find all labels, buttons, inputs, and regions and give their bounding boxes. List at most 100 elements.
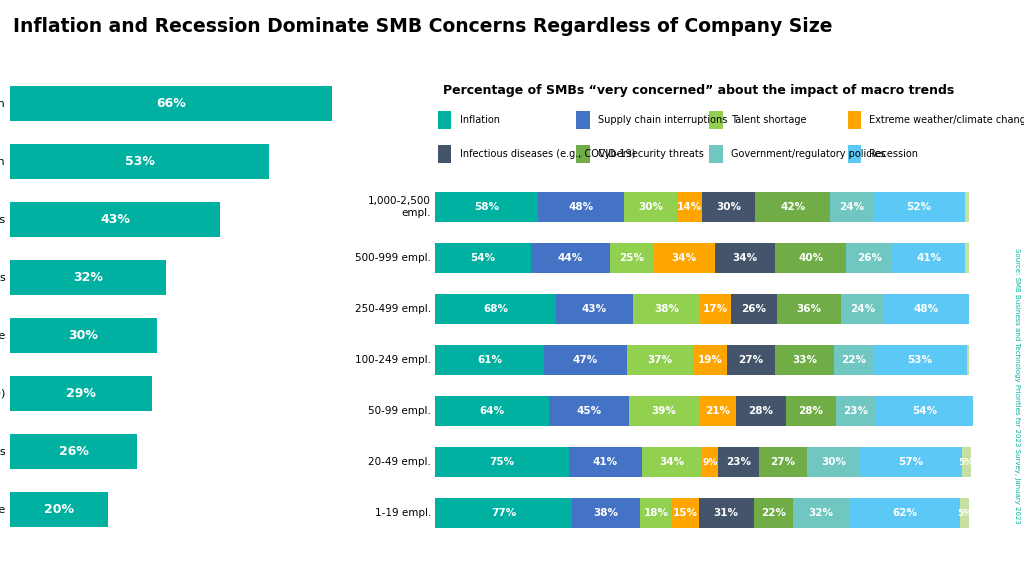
Bar (10, 319, 157, 353)
Text: 24%: 24% (839, 202, 864, 212)
Bar (629, 396, 698, 426)
Text: 64%: 64% (479, 406, 505, 416)
Text: 34%: 34% (659, 457, 684, 467)
Text: 42%: 42% (780, 202, 806, 212)
Bar (872, 192, 966, 222)
Text: 43%: 43% (100, 213, 130, 226)
Bar (10, 260, 166, 295)
Text: Infectious diseases (e.g., COVID-19): Infectious diseases (e.g., COVID-19) (460, 149, 635, 159)
Bar (438, 145, 452, 163)
Text: 30%: 30% (716, 202, 741, 212)
Text: Extreme weather/climate change: Extreme weather/climate change (0, 505, 5, 514)
Text: 22%: 22% (841, 355, 866, 365)
Text: 48%: 48% (913, 304, 939, 314)
Text: 48%: 48% (568, 202, 594, 212)
Text: What are the top three macro trends that you are most concerned may negatively i: What are the top three macro trends that… (9, 554, 710, 564)
Text: 18%: 18% (643, 508, 669, 518)
Text: 47%: 47% (572, 355, 598, 365)
Text: Inflation: Inflation (0, 99, 5, 109)
Bar (961, 498, 969, 528)
Bar (10, 202, 220, 237)
Bar (846, 243, 893, 273)
Bar (435, 192, 539, 222)
Bar (633, 294, 700, 324)
Text: Government/regulatory policies: Government/regulatory policies (0, 446, 5, 457)
Text: 27%: 27% (770, 457, 796, 467)
Bar (848, 145, 861, 163)
Bar (884, 294, 969, 324)
Text: Talent shortage: Talent shortage (0, 331, 5, 340)
Text: 14%: 14% (677, 202, 702, 212)
Text: 30%: 30% (821, 457, 846, 467)
Bar (609, 243, 654, 273)
Text: 40%: 40% (798, 253, 823, 263)
Text: 25%: 25% (620, 253, 644, 263)
Text: 5%: 5% (958, 457, 974, 467)
Bar (893, 243, 966, 273)
Bar (872, 345, 968, 375)
Bar (715, 243, 775, 273)
Bar (710, 145, 723, 163)
Bar (640, 498, 672, 528)
Text: 43%: 43% (582, 304, 607, 314)
Bar (966, 192, 969, 222)
Bar (531, 243, 609, 273)
Bar (10, 145, 269, 179)
Bar (549, 396, 629, 426)
Text: 36%: 36% (797, 304, 821, 314)
Text: 54%: 54% (471, 253, 496, 263)
Bar (848, 111, 861, 129)
Bar (850, 498, 961, 528)
Bar (702, 192, 756, 222)
Text: 33%: 33% (792, 355, 817, 365)
Text: 21%: 21% (705, 406, 730, 416)
Bar (718, 447, 759, 477)
Text: 75%: 75% (489, 457, 514, 467)
Bar (785, 396, 836, 426)
Text: Talent shortage: Talent shortage (731, 115, 807, 125)
Bar (754, 498, 793, 528)
Text: 28%: 28% (749, 406, 773, 416)
Bar (807, 447, 860, 477)
Text: 32%: 32% (74, 271, 103, 284)
Text: 45%: 45% (577, 406, 602, 416)
Text: 53%: 53% (907, 355, 933, 365)
Text: Government/regulatory policies: Government/regulatory policies (731, 149, 886, 159)
Text: 32%: 32% (809, 508, 834, 518)
Bar (435, 345, 544, 375)
Bar (435, 396, 549, 426)
Text: 38%: 38% (594, 508, 618, 518)
Text: 28%: 28% (798, 406, 823, 416)
Bar (759, 447, 807, 477)
Bar (710, 111, 723, 129)
Bar (698, 498, 754, 528)
Text: 61%: 61% (477, 355, 502, 365)
Text: 41%: 41% (916, 253, 941, 263)
Text: 30%: 30% (69, 329, 98, 342)
Text: Percentage of SMBs “very concerned” about the impact of macro trends: Percentage of SMBs “very concerned” abou… (443, 84, 954, 97)
Bar (572, 498, 640, 528)
Bar (962, 447, 971, 477)
Text: 53%: 53% (125, 156, 155, 168)
Bar (539, 192, 624, 222)
Text: Recession: Recession (869, 149, 919, 159)
Bar (775, 243, 846, 273)
Bar (654, 243, 715, 273)
Bar (435, 447, 568, 477)
Text: Recession: Recession (0, 157, 5, 167)
Text: 54%: 54% (912, 406, 937, 416)
Bar (693, 345, 727, 375)
Text: 34%: 34% (672, 253, 697, 263)
Bar (435, 243, 531, 273)
Text: 38%: 38% (654, 304, 679, 314)
Bar (10, 492, 108, 527)
Bar (702, 447, 718, 477)
Text: 44%: 44% (558, 253, 583, 263)
Text: 17%: 17% (702, 304, 728, 314)
Text: 26%: 26% (58, 445, 89, 458)
Text: 30%: 30% (638, 202, 663, 212)
Text: 29%: 29% (67, 387, 96, 400)
Bar (544, 345, 628, 375)
Bar (642, 447, 702, 477)
Bar (968, 345, 969, 375)
